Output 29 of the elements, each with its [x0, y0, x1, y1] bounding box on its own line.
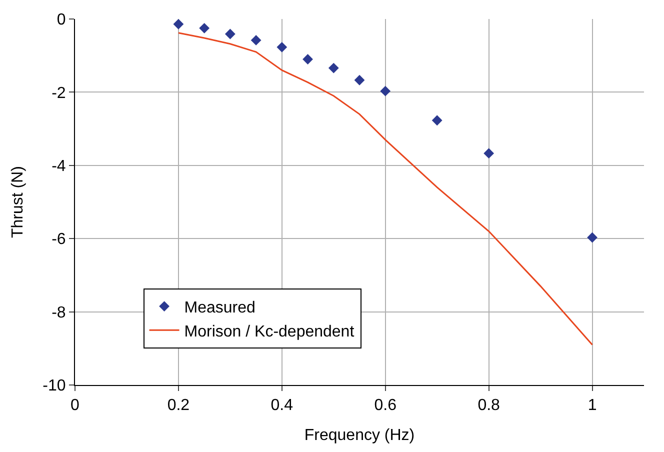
x-tick-label: 1 [588, 397, 597, 414]
point [302, 54, 313, 64]
y-tick-label: -6 [52, 231, 66, 248]
legend-label: Morison / Kc-dependent [184, 323, 355, 340]
line-series [178, 32, 594, 346]
x-tick-label: 0.6 [374, 397, 397, 414]
point [224, 28, 236, 40]
point [199, 22, 210, 34]
x-tick-label: 0.4 [270, 397, 294, 414]
point [484, 148, 494, 159]
point [276, 42, 288, 52]
y-tick-label: -10 [42, 378, 66, 395]
legend-label: Measured [184, 300, 256, 317]
point [328, 62, 339, 74]
point [173, 19, 184, 30]
point [587, 232, 598, 243]
y-tick-label: -8 [52, 304, 66, 322]
x-axis-title: Frequency (Hz) [304, 426, 415, 444]
y-tick-label: -2 [52, 84, 66, 102]
point [250, 35, 262, 46]
y-axis-title: Thrust (N) [10, 166, 27, 238]
x-tick-label: 0 [70, 397, 80, 414]
point [354, 74, 365, 86]
point [432, 115, 442, 126]
y-tick-label: -4 [52, 158, 66, 175]
point [380, 86, 391, 96]
x-tick-label: 0.2 [167, 397, 190, 414]
y-tick-label: 0 [56, 12, 66, 29]
x-tick-label: 0.8 [478, 397, 500, 414]
